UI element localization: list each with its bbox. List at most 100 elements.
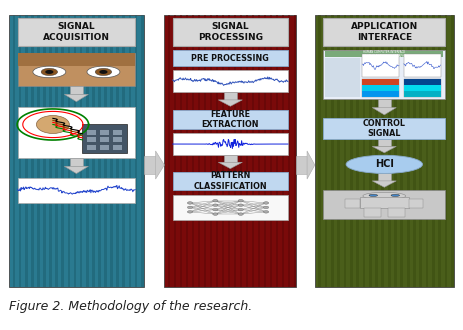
Bar	[68, 15, 70, 287]
Bar	[87, 137, 96, 143]
Bar	[186, 15, 188, 287]
Bar	[228, 15, 231, 287]
Bar	[363, 15, 365, 287]
Bar	[173, 133, 288, 155]
Bar	[388, 208, 405, 217]
Bar	[432, 15, 435, 287]
Bar	[382, 15, 384, 287]
Bar	[378, 99, 391, 108]
Bar	[362, 91, 399, 97]
Bar	[87, 145, 96, 150]
Bar	[404, 53, 440, 77]
Bar	[246, 15, 248, 287]
Polygon shape	[64, 166, 88, 174]
Bar	[378, 174, 391, 181]
Polygon shape	[307, 151, 315, 179]
Ellipse shape	[213, 199, 218, 202]
Bar	[9, 15, 144, 287]
Ellipse shape	[213, 209, 218, 211]
Bar	[409, 199, 423, 208]
Bar	[18, 53, 135, 86]
Bar	[378, 139, 391, 147]
Bar	[344, 15, 346, 287]
Bar	[62, 15, 64, 287]
Ellipse shape	[45, 70, 53, 74]
Bar	[234, 15, 236, 287]
Bar	[86, 15, 88, 287]
Text: SIGNAL
ACQUISITION: SIGNAL ACQUISITION	[43, 22, 110, 42]
Bar	[269, 15, 272, 287]
Bar	[100, 130, 109, 135]
Bar	[350, 15, 353, 287]
Bar	[323, 190, 445, 219]
FancyBboxPatch shape	[18, 18, 135, 46]
Bar	[173, 195, 288, 220]
Bar	[404, 85, 440, 91]
Bar	[141, 15, 144, 287]
Polygon shape	[156, 151, 164, 179]
Bar	[363, 208, 381, 217]
Ellipse shape	[213, 204, 218, 207]
Bar	[337, 15, 340, 287]
Bar	[18, 107, 135, 158]
Bar	[74, 15, 76, 287]
Bar	[100, 137, 109, 143]
Bar	[257, 15, 260, 287]
Ellipse shape	[95, 68, 112, 76]
Text: Figure 2. Methodology of the research.: Figure 2. Methodology of the research.	[9, 300, 252, 313]
Polygon shape	[372, 181, 396, 187]
Bar	[56, 15, 58, 287]
Bar	[173, 70, 288, 92]
Bar	[70, 86, 83, 94]
Bar	[104, 15, 107, 287]
Bar	[263, 15, 266, 287]
Bar	[438, 15, 441, 287]
Bar	[275, 15, 278, 287]
Ellipse shape	[87, 66, 120, 78]
Bar	[37, 15, 40, 287]
FancyBboxPatch shape	[173, 110, 288, 129]
Bar	[404, 79, 440, 85]
Bar	[356, 15, 359, 287]
Bar	[198, 15, 200, 287]
Bar	[80, 15, 82, 287]
Bar	[123, 15, 125, 287]
Bar	[135, 15, 138, 287]
Bar	[325, 51, 443, 57]
Text: PRE PROCESSING: PRE PROCESSING	[192, 53, 269, 63]
Bar	[164, 15, 296, 287]
Bar	[210, 15, 213, 287]
Bar	[19, 15, 21, 287]
FancyBboxPatch shape	[173, 172, 288, 190]
Text: FEATURE
EXTRACTION: FEATURE EXTRACTION	[201, 110, 259, 129]
Bar	[362, 53, 399, 77]
Bar	[404, 79, 440, 97]
Bar	[325, 15, 327, 287]
Bar	[394, 15, 397, 287]
Bar	[388, 15, 391, 287]
Bar	[13, 15, 15, 287]
Ellipse shape	[100, 70, 107, 74]
FancyBboxPatch shape	[173, 18, 288, 46]
Bar	[25, 15, 28, 287]
Ellipse shape	[238, 199, 244, 202]
Bar	[224, 155, 237, 162]
Bar	[168, 15, 170, 287]
Bar	[173, 133, 288, 155]
Bar	[43, 15, 46, 287]
Polygon shape	[372, 147, 396, 153]
Text: HCI: HCI	[375, 159, 394, 169]
Ellipse shape	[188, 206, 193, 209]
Bar	[82, 124, 127, 153]
Bar	[296, 156, 307, 174]
Text: PATTERN
CLASSIFICATION: PATTERN CLASSIFICATION	[194, 171, 267, 191]
Bar	[129, 15, 131, 287]
Ellipse shape	[369, 194, 377, 196]
Bar	[419, 15, 422, 287]
Bar	[413, 15, 416, 287]
Bar	[407, 15, 410, 287]
Bar	[113, 137, 122, 143]
Polygon shape	[372, 108, 396, 115]
Ellipse shape	[263, 206, 269, 209]
Ellipse shape	[37, 115, 69, 133]
